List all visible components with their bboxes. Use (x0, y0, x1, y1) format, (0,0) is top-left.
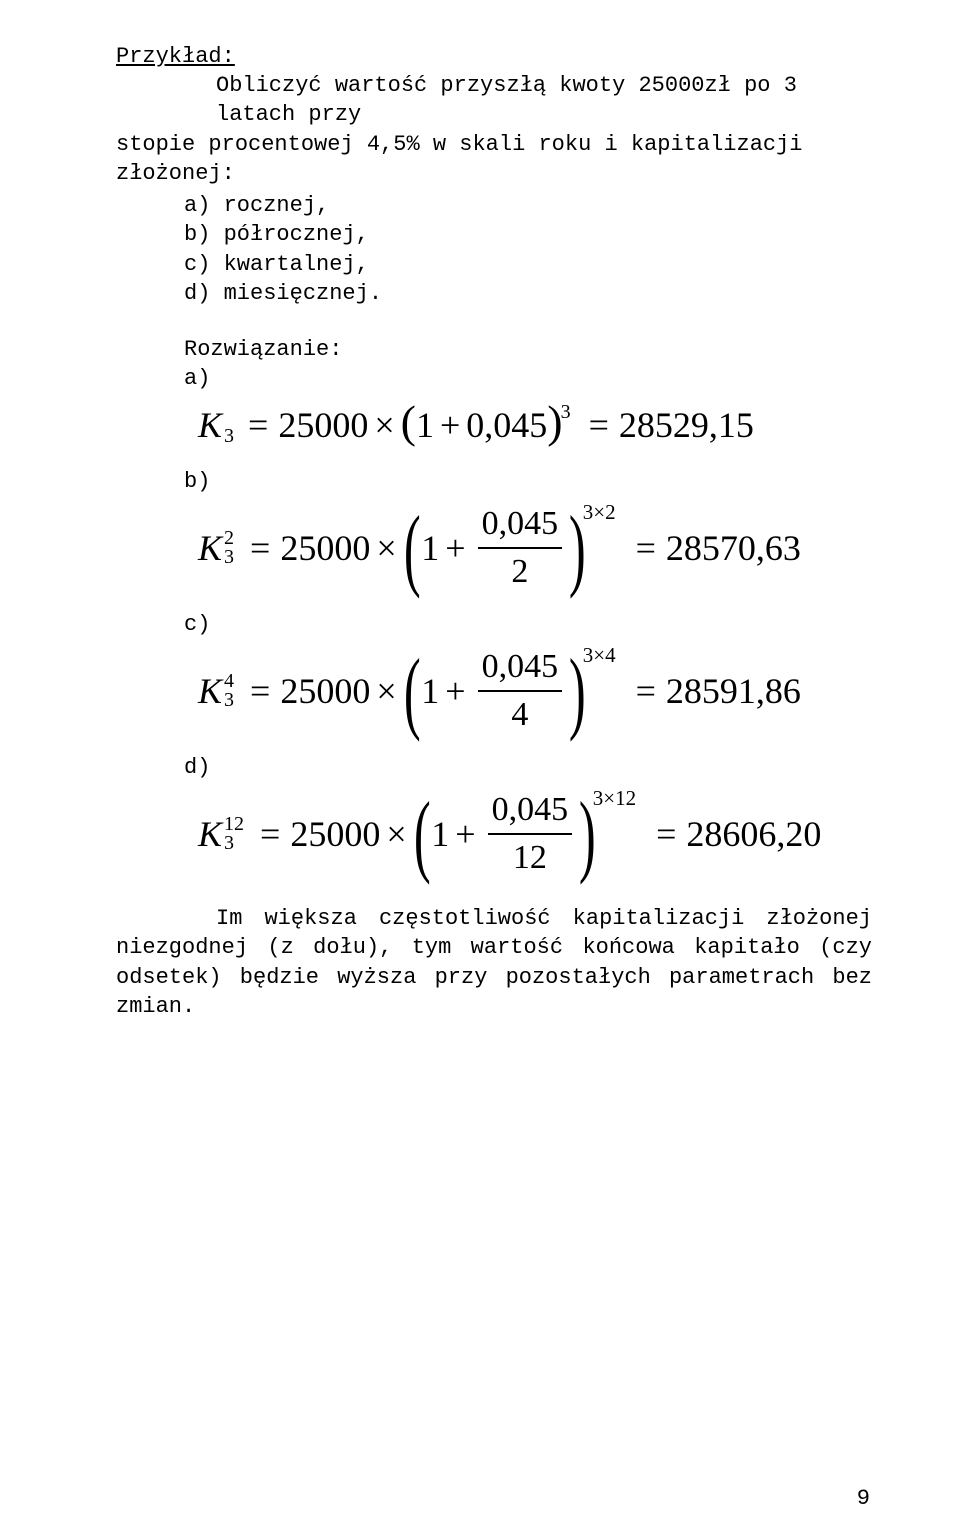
eq-c: = (250, 670, 270, 712)
frac-num-b: 0,045 (478, 505, 563, 543)
base-b: 25000 (280, 527, 370, 569)
conclusion-text: Im większa częstotliwość kapitalizacji z… (116, 906, 872, 1019)
lparen-b: ( (404, 502, 421, 594)
base-a: 25000 (278, 404, 368, 446)
one-d: 1 (431, 813, 449, 855)
result-a: 28529,15 (619, 404, 754, 446)
list-item-d: d) miesięcznej. (116, 279, 872, 308)
one-b: 1 (421, 527, 439, 569)
exp-a: 3 (561, 401, 571, 424)
exp-c: 3×4 (583, 643, 616, 668)
sub-a: 3 (224, 425, 234, 448)
eq-d2: = (656, 813, 676, 855)
sub-c: 3 (224, 691, 234, 709)
rate-a: 0,045 (466, 404, 547, 446)
fraction-c: 0,045 4 (478, 648, 563, 734)
conclusion-paragraph: Im większa częstotliwość kapitalizacji z… (116, 904, 872, 1022)
times-c: × (376, 670, 396, 712)
eq-c2: = (636, 670, 656, 712)
var-K-d: K (198, 813, 222, 855)
plus-b: + (445, 527, 465, 569)
sub-b: 3 (224, 548, 234, 566)
formula-c: K 4 3 = 25000 × ( 1 + 0,045 4 ) 3×4 = 28… (116, 645, 872, 737)
solution-d-label: d) (116, 755, 872, 780)
frac-num-d: 0,045 (488, 791, 573, 829)
rparen-b: ) (569, 502, 586, 594)
one-a: 1 (416, 404, 434, 446)
plus-d: + (455, 813, 475, 855)
formula-a: K 3 = 25000 × ( 1 + 0,045 ) 3 = 28529,15 (116, 399, 872, 451)
result-c: 28591,86 (666, 670, 801, 712)
eq-b2: = (636, 527, 656, 569)
sup-c: 4 (224, 672, 234, 690)
page-number: 9 (857, 1486, 870, 1511)
frac-num-c: 0,045 (478, 648, 563, 686)
list-item-b: b) półrocznej, (116, 220, 872, 249)
exp-d: 3×12 (593, 786, 636, 811)
lparen-d: ( (414, 788, 431, 880)
plus-c: + (445, 670, 465, 712)
solution-a-label: a) (116, 366, 872, 391)
rparen-d: ) (579, 788, 596, 880)
rparen-c: ) (569, 645, 586, 737)
formula-b: K 2 3 = 25000 × ( 1 + 0,045 2 ) 3×2 = 28… (116, 502, 872, 594)
solution-b-label: b) (116, 469, 872, 494)
sup-b: 2 (224, 529, 234, 547)
times-sign: × (374, 404, 394, 446)
sub-d: 3 (224, 834, 244, 852)
base-c: 25000 (280, 670, 370, 712)
fraction-d: 0,045 12 (488, 791, 573, 877)
frac-den-b: 2 (507, 553, 532, 591)
result-d: 28606,20 (686, 813, 821, 855)
frac-den-c: 4 (507, 696, 532, 734)
var-K-b: K (198, 527, 222, 569)
plus-a: + (440, 404, 460, 446)
times-b: × (376, 527, 396, 569)
lparen-a: ( (401, 399, 416, 451)
formula-d: K 12 3 = 25000 × ( 1 + 0,045 12 ) 3×12 =… (116, 788, 872, 880)
fraction-b: 0,045 2 (478, 505, 563, 591)
example-heading: Przykład: (116, 44, 872, 69)
exp-b: 3×2 (583, 500, 616, 525)
solution-label: Rozwiązanie: (116, 337, 872, 362)
one-c: 1 (421, 670, 439, 712)
solution-c-label: c) (116, 612, 872, 637)
eq-sign: = (248, 404, 268, 446)
eq-sign-2: = (589, 404, 609, 446)
list-item-a: a) rocznej, (116, 191, 872, 220)
result-b: 28570,63 (666, 527, 801, 569)
list-item-c: c) kwartalnej, (116, 250, 872, 279)
lparen-c: ( (404, 645, 421, 737)
var-K: K (198, 404, 222, 446)
eq-d: = (260, 813, 280, 855)
times-d: × (386, 813, 406, 855)
var-K-c: K (198, 670, 222, 712)
frac-den-d: 12 (509, 839, 551, 877)
intro-line-2: stopie procentowej 4,5% w skali roku i k… (116, 130, 872, 189)
intro-line-1: Obliczyć wartość przyszłą kwoty 25000zł … (116, 71, 872, 130)
base-d: 25000 (290, 813, 380, 855)
eq-b: = (250, 527, 270, 569)
sup-d: 12 (224, 815, 244, 833)
